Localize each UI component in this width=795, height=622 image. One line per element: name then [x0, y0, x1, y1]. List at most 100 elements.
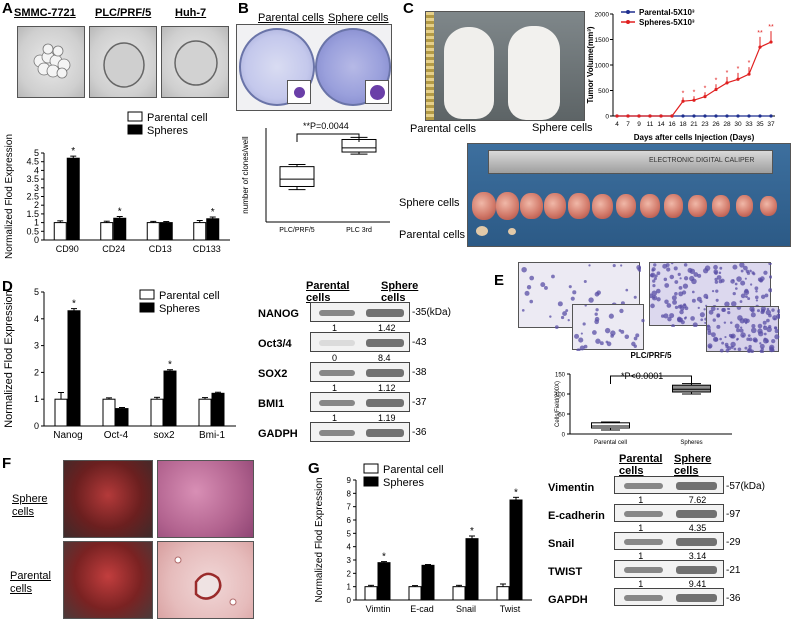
wb-kda-label: -35(kDa) — [412, 307, 451, 318]
migrated-cell — [529, 299, 534, 304]
histology-parental — [157, 541, 254, 619]
bar-parental — [193, 222, 207, 241]
y-tick-label: 3 — [347, 556, 352, 565]
mouse-label-sphere: Sphere cells — [532, 122, 593, 134]
mouse-sphere — [508, 26, 560, 120]
wb-protein-label: Snail — [548, 538, 575, 550]
tumors-photo: ELECTRONIC DIGITAL CALIPER — [467, 143, 791, 247]
migrated-cell — [720, 278, 725, 283]
migrated-cell — [740, 280, 746, 286]
y-axis-label: Cells/Field(200X) — [555, 381, 561, 427]
migrated-cell — [734, 282, 738, 286]
migrated-cell — [679, 277, 682, 280]
legend-swatch-parental — [127, 111, 143, 122]
migrated-cell — [777, 309, 782, 314]
migrated-cell — [565, 309, 569, 313]
wb-band-parental — [319, 340, 355, 346]
y-tick-label: 2 — [347, 569, 352, 578]
migrated-cell — [529, 275, 535, 281]
x-tick-label: 23 — [701, 121, 709, 128]
migrated-cell — [663, 277, 668, 282]
migrated-cell — [718, 271, 722, 274]
migrated-cell — [699, 312, 705, 318]
tumor-sphere — [592, 193, 613, 219]
x-category-label: sox2 — [153, 430, 175, 441]
migrated-cell — [730, 345, 734, 349]
wb-protein-label: Vimentin — [548, 482, 595, 494]
chart-title: PLC/PRF/5 — [631, 351, 672, 360]
series-point-1 — [637, 114, 641, 118]
migrated-cell — [750, 312, 756, 318]
panel-c-letter: C — [403, 0, 414, 17]
migrated-cell — [524, 290, 530, 296]
migrated-cell — [765, 339, 769, 343]
x-tick-label: 26 — [712, 121, 720, 128]
migrated-cell — [570, 296, 575, 301]
migrated-cell — [759, 342, 762, 345]
migrated-cell — [612, 264, 616, 268]
significance-bracket — [610, 375, 692, 384]
series-point-1 — [670, 114, 674, 118]
wb-membrane — [310, 302, 410, 322]
migrated-cell — [669, 313, 675, 319]
chart-d-qpcr: 0 1 2 3 4 5 * Nanog Oct-4 * sox2 Bmi-1 Normalized Fl… — [3, 287, 236, 441]
wb-membrane — [310, 362, 410, 382]
bar-spheres — [421, 564, 435, 601]
migrated-cell — [714, 337, 719, 342]
histology-vessels — [174, 556, 237, 606]
y-tick-label: 2000 — [595, 12, 610, 19]
migrated-cell — [652, 296, 656, 299]
x-tick-label: 4 — [615, 121, 619, 128]
y-tick-label: 0 — [34, 421, 39, 431]
tumor-row-sphere — [472, 188, 788, 224]
migrated-cell — [766, 318, 770, 323]
x-axis-label: Days after cells Injection (Days) — [634, 133, 755, 142]
x-tick-label: 14 — [657, 121, 665, 128]
migrated-cell — [697, 273, 702, 278]
migrated-cell — [549, 315, 552, 318]
y-tick-label: 50 — [558, 413, 565, 419]
wb-quant-sphere: 3.14 — [688, 551, 707, 561]
migrated-cell — [663, 313, 669, 319]
migrated-cell — [760, 349, 764, 354]
migrated-cell — [592, 330, 597, 335]
x-category-label: CD24 — [102, 244, 125, 254]
x-category-label: PLC 3rd — [346, 227, 372, 234]
y-tick-label: 4 — [34, 314, 39, 324]
bar-parental — [364, 586, 378, 601]
significance-asterisk: ** — [768, 24, 774, 31]
sphere-single-image-2 — [174, 40, 218, 86]
bar-parental — [150, 398, 164, 427]
migrated-cell — [730, 301, 737, 307]
bar-spheres — [67, 310, 81, 427]
migrated-cell — [724, 301, 730, 307]
x-tick-label: 7 — [626, 121, 630, 128]
migrated-cell — [521, 309, 525, 312]
migrated-cell — [595, 338, 601, 344]
legend-label: Spheres — [159, 303, 200, 315]
wb-quant-sphere: 9.41 — [688, 579, 707, 589]
migrated-cell — [583, 344, 588, 349]
inset-clone-parental — [287, 80, 311, 104]
series-point-0 — [736, 114, 740, 118]
migrated-cell — [768, 288, 773, 293]
migrated-cell — [690, 316, 695, 321]
migrated-cell — [744, 277, 747, 280]
migrated-cell — [554, 325, 559, 329]
migrated-cell — [579, 345, 585, 351]
mouse-label-parental: Parental cells — [410, 123, 477, 135]
significance-asterisk: * — [726, 70, 729, 77]
photo-label-parental: Parental cells — [258, 12, 325, 24]
significance-asterisk: * — [682, 90, 685, 97]
bar-parental — [100, 222, 114, 241]
legend-label: Spheres — [383, 477, 424, 489]
migrated-cell — [704, 265, 711, 271]
x-category-label: Parental cell — [594, 440, 627, 446]
f-label-parental: Parental cells — [10, 570, 51, 595]
x-tick-label: 18 — [679, 121, 687, 128]
migrated-cell — [656, 297, 661, 302]
migrated-cell — [674, 305, 679, 310]
x-tick-label: 35 — [756, 121, 764, 128]
significance-asterisk: * — [118, 207, 122, 218]
wb-protein-label: SOX2 — [258, 368, 288, 380]
